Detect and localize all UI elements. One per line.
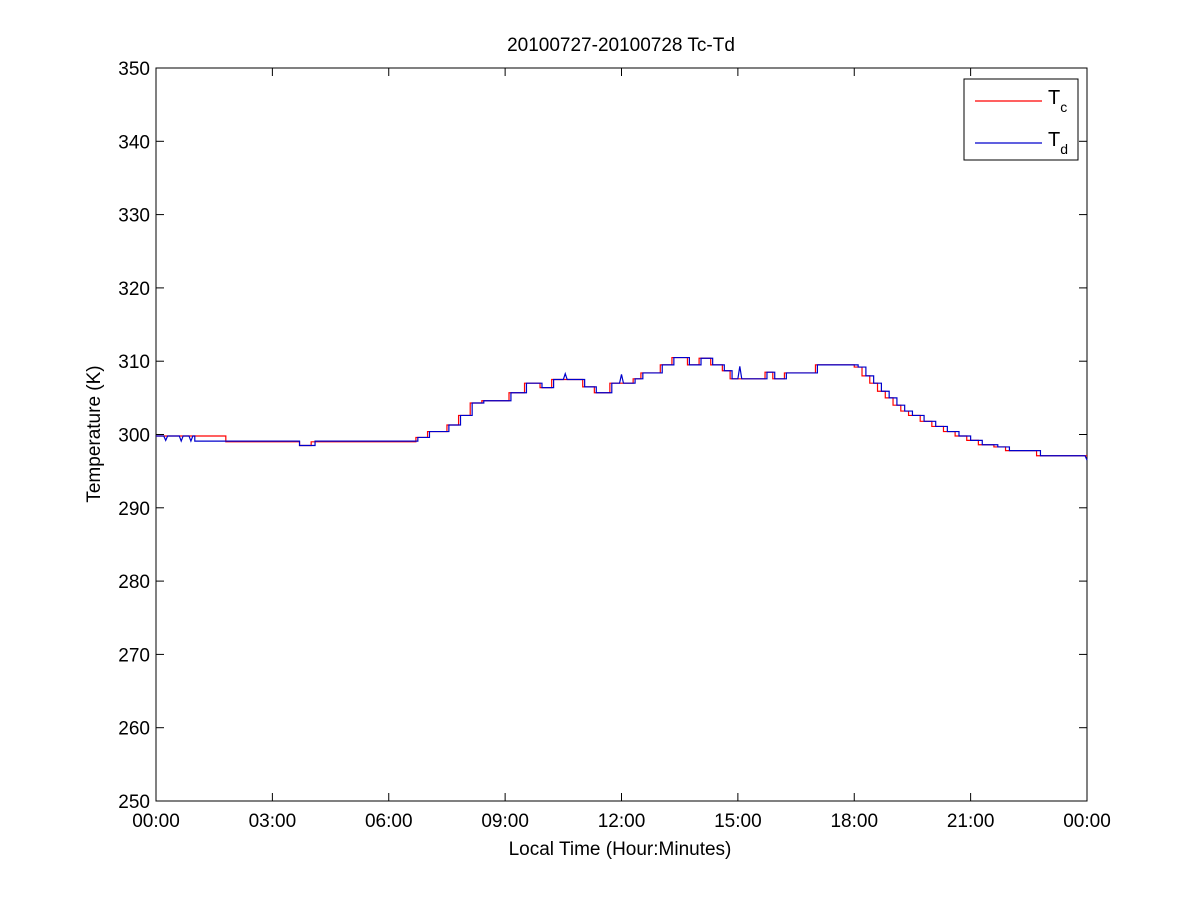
plot-area <box>155 67 1088 802</box>
x-tick-label: 03:00 <box>249 811 297 832</box>
x-tick-label: 09:00 <box>481 811 529 832</box>
series-lines <box>156 356 1088 461</box>
y-axis: 250 260 270 280 290 300 310 320 330 340 350 <box>118 59 1087 813</box>
x-tick-label: 06:00 <box>365 811 413 832</box>
legend-label-td: Td <box>1048 129 1068 157</box>
y-tick-label: 290 <box>118 499 150 520</box>
x-tick-label: 15:00 <box>714 811 762 832</box>
y-tick-label: 280 <box>118 572 150 593</box>
x-axis-title: Local Time (Hour:Minutes) <box>509 839 732 860</box>
series-line-td <box>156 356 1088 461</box>
y-tick-label: 340 <box>118 132 150 153</box>
y-tick-label: 250 <box>118 792 150 813</box>
x-tick-label: 21:00 <box>947 811 995 832</box>
legend-box <box>963 78 1079 161</box>
x-tick-label: 00:00 <box>132 811 180 832</box>
y-tick-label: 270 <box>118 645 150 666</box>
x-axis: 00:00 03:00 06:00 09:00 12:00 15:00 18:00 21:00… <box>132 68 1111 832</box>
chart-title: 20100727-20100728 Tc-Td <box>507 35 735 56</box>
y-tick-label: 320 <box>118 279 150 300</box>
x-tick-label: 12:00 <box>598 811 646 832</box>
x-tick-label: 00:00 <box>1063 811 1111 832</box>
x-tick-label: 18:00 <box>830 811 878 832</box>
y-tick-label: 310 <box>118 352 150 373</box>
y-tick-label: 260 <box>118 719 150 740</box>
y-axis-title: Temperature (K) <box>84 365 105 502</box>
y-tick-label: 300 <box>118 426 150 447</box>
y-tick-label: 330 <box>118 206 150 227</box>
y-tick-label: 350 <box>118 59 150 80</box>
legend: Tc Td <box>963 78 1079 161</box>
plot-frame <box>155 67 1088 802</box>
legend-label-tc: Tc <box>1048 87 1067 115</box>
